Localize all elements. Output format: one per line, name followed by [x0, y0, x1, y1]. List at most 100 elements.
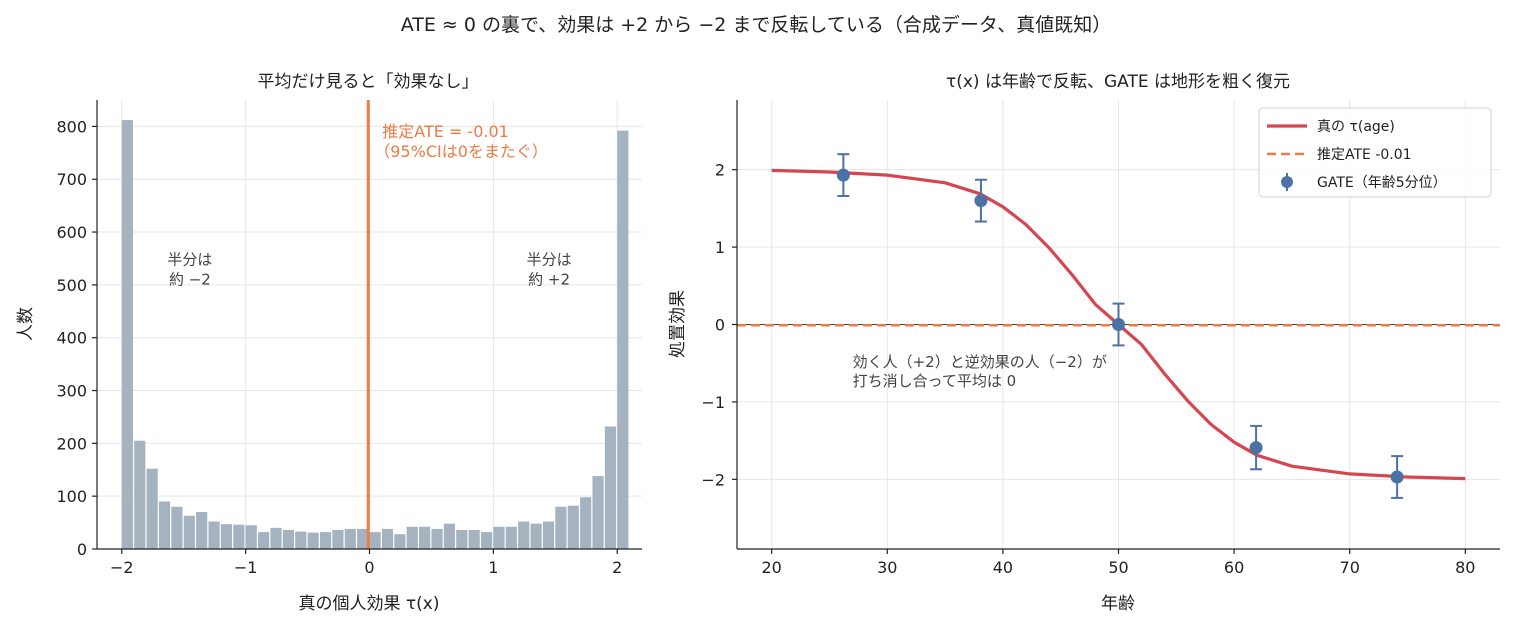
histogram-bar: [146, 468, 158, 549]
legend-box: [1258, 107, 1492, 198]
histogram-annotation-text: 約 −2: [169, 270, 211, 288]
histogram-bar: [258, 532, 270, 549]
figure-suptitle: ATE ≈ 0 の裏で、効果は +2 から −2 まで反転している（合成データ、…: [401, 14, 1112, 36]
gate-point: [1249, 441, 1263, 455]
effect-xtick-label: 50: [1108, 558, 1128, 577]
gate-point: [836, 168, 850, 182]
histogram-ytick-label: 400: [56, 329, 87, 348]
histogram-bar: [419, 526, 431, 549]
histogram-bar: [518, 521, 530, 549]
histogram-bar: [158, 501, 171, 549]
histogram-bar: [233, 524, 245, 549]
effect-xtick-label: 30: [877, 558, 897, 577]
effect-ytick-label: −1: [701, 393, 725, 412]
histogram-xtick-label: 1: [488, 558, 498, 577]
histogram-bar: [208, 521, 220, 549]
histogram-bar: [580, 497, 592, 549]
histogram-xtick-label: −2: [110, 558, 134, 577]
histogram-ytick-label: 200: [56, 434, 87, 453]
histogram-bar: [134, 440, 146, 549]
effect-series: [737, 153, 1500, 499]
histogram-bar: [295, 531, 307, 549]
histogram-bar: [357, 528, 369, 549]
histogram-bar: [505, 526, 517, 549]
histogram-bar: [431, 528, 443, 549]
effect-ytick-label: 1: [715, 238, 725, 257]
histogram-ytick-label: 800: [56, 117, 87, 136]
histogram-bar: [196, 512, 208, 549]
histogram-bar: [468, 529, 480, 549]
legend-entry-label: GATE（年齢5分位）: [1317, 175, 1447, 191]
histogram-bar: [456, 529, 468, 549]
legend-entry-label: 推定ATE -0.01: [1317, 147, 1412, 163]
histogram-bar: [282, 529, 294, 549]
histogram-ytick-label: 0: [77, 540, 87, 559]
effect-title: τ(x) は年齢で反転、GATE は地形を粗く復元: [946, 72, 1290, 92]
ate-line-label: 推定ATE = -0.01: [382, 122, 509, 141]
histogram-bar: [381, 528, 394, 549]
histogram-bar: [567, 505, 579, 549]
legend-gate-swatch-marker: [1281, 176, 1293, 188]
histogram-bar: [369, 532, 381, 549]
histogram-xtick-label: 2: [612, 558, 622, 577]
effect-panel: τ(x) は年齢で反転、GATE は地形を粗く復元 効く人（+2）と逆効果の人（…: [668, 72, 1500, 614]
effect-ytick-label: 0: [715, 316, 725, 335]
effect-legend: 真の τ(age) 推定ATE -0.01 GATE（年齢5分位）: [1258, 107, 1492, 198]
histogram-bar: [493, 526, 505, 549]
histogram-bar: [542, 521, 555, 549]
effect-xtick-label: 70: [1340, 558, 1360, 577]
histogram-bars: [121, 120, 629, 550]
histogram-ytick-label: 600: [56, 223, 87, 242]
histogram-xtick-label: −1: [234, 558, 258, 577]
histogram-bar: [592, 476, 604, 549]
histogram-ytick-label: 700: [56, 170, 87, 189]
effect-annotation-text: 効く人（+2）と逆効果の人（−2）が: [853, 353, 1107, 371]
effect-xtick-label: 40: [993, 558, 1013, 577]
effect-ylabel: 処置効果: [668, 290, 688, 358]
legend-entry-label: 真の τ(age): [1317, 119, 1395, 135]
histogram-bar: [394, 534, 406, 549]
histogram-bar: [332, 529, 344, 549]
histogram-title: 平均だけ見ると「効果なし」: [258, 72, 479, 92]
histogram-bar: [555, 506, 567, 549]
histogram-bar: [344, 528, 356, 549]
histogram-ytick-label: 100: [56, 487, 87, 506]
histogram-bar: [617, 130, 629, 550]
effect-annotation-text: 打ち消し合って平均は 0: [853, 372, 1017, 390]
ate-vertical-line: 推定ATE = -0.01（95%CIは0をまたぐ）: [366, 100, 548, 549]
gate-point: [1390, 470, 1404, 484]
histogram-annotation-text: 約 +2: [528, 270, 570, 288]
histogram-bar: [121, 120, 133, 550]
histogram-panel: 平均だけ見ると「効果なし」 推定ATE = -0.01（95%CIは0をまたぐ）…: [16, 72, 642, 614]
gate-point: [974, 194, 988, 208]
histogram-ticks: −2 −1 0 1 2 0 100 200 300 400 500 600 700 800: [56, 117, 622, 577]
effect-ytick-label: −2: [701, 470, 725, 489]
histogram-xlabel: 真の個人効果 τ(x): [299, 594, 440, 614]
histogram-bar: [307, 532, 319, 549]
effect-ticks: 20 30 40 50 60 70 80 −2 −1 0 1 2: [701, 161, 1475, 577]
histogram-bar: [406, 526, 418, 549]
histogram-bar: [171, 506, 183, 549]
histogram-bar: [270, 527, 282, 549]
histogram-bar: [443, 523, 456, 549]
ate-line-label: （95%CIは0をまたぐ）: [374, 142, 548, 161]
histogram-annotation-text: 半分は: [527, 250, 572, 268]
histogram-bar: [220, 524, 233, 549]
histogram-ytick-label: 500: [56, 276, 87, 295]
histogram-bar: [530, 523, 542, 549]
histogram-xtick-label: 0: [364, 558, 374, 577]
histogram-ytick-label: 300: [56, 382, 87, 401]
effect-ytick-label: 2: [715, 161, 725, 180]
effect-xtick-label: 80: [1455, 558, 1475, 577]
histogram-bar: [480, 532, 493, 549]
histogram-annotation-text: 半分は: [167, 250, 212, 268]
histogram-bar: [319, 532, 332, 549]
histogram-bar: [245, 525, 257, 549]
gate-point: [1112, 318, 1125, 331]
effect-xlabel: 年齢: [1101, 594, 1135, 614]
histogram-bar: [183, 515, 195, 549]
histogram-ylabel: 人数: [16, 307, 36, 341]
